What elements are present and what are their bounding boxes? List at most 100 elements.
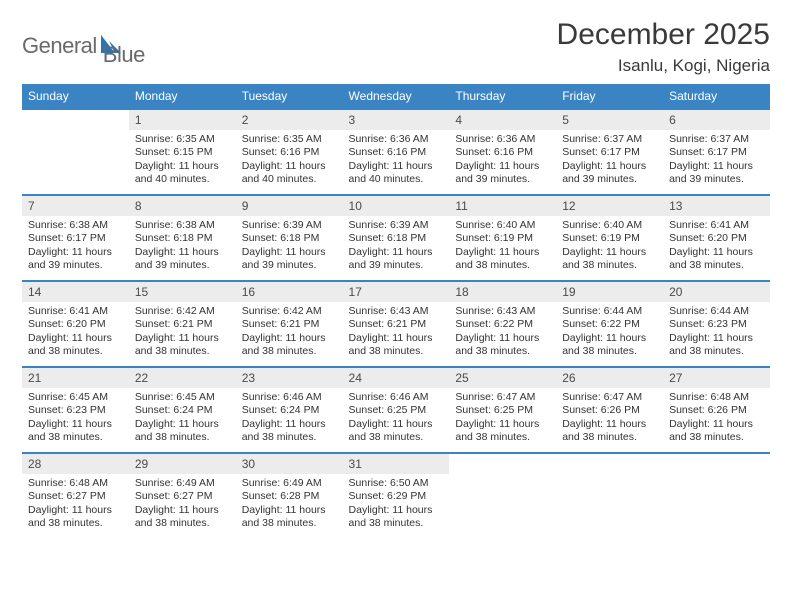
sunset-text: Sunset: 6:19 PM [562, 232, 657, 245]
daylight-text: Daylight: 11 hours and 38 minutes. [669, 418, 764, 445]
sunset-text: Sunset: 6:25 PM [455, 404, 550, 417]
day-cell: 5Sunrise: 6:37 AMSunset: 6:17 PMDaylight… [556, 109, 663, 195]
day-number: 22 [129, 368, 236, 388]
sunset-text: Sunset: 6:18 PM [349, 232, 444, 245]
day-number: 2 [236, 110, 343, 130]
sunrise-text: Sunrise: 6:38 AM [135, 219, 230, 232]
day-details: Sunrise: 6:48 AMSunset: 6:26 PMDaylight:… [663, 388, 770, 449]
day-details: Sunrise: 6:45 AMSunset: 6:24 PMDaylight:… [129, 388, 236, 449]
day-number: 19 [556, 282, 663, 302]
daylight-text: Daylight: 11 hours and 38 minutes. [349, 504, 444, 531]
day-cell: 0- [449, 453, 556, 539]
daylight-text: Daylight: 11 hours and 39 minutes. [349, 246, 444, 273]
sunrise-text: Sunrise: 6:44 AM [669, 305, 764, 318]
day-cell: 26Sunrise: 6:47 AMSunset: 6:26 PMDayligh… [556, 367, 663, 453]
sunrise-text: Sunrise: 6:49 AM [135, 477, 230, 490]
day-cell: 15Sunrise: 6:42 AMSunset: 6:21 PMDayligh… [129, 281, 236, 367]
day-cell: 2Sunrise: 6:35 AMSunset: 6:16 PMDaylight… [236, 109, 343, 195]
week-row: 0-1Sunrise: 6:35 AMSunset: 6:15 PMDaylig… [22, 109, 770, 195]
day-details: Sunrise: 6:37 AMSunset: 6:17 PMDaylight:… [556, 130, 663, 191]
sunset-text: Sunset: 6:24 PM [135, 404, 230, 417]
sunset-text: Sunset: 6:26 PM [562, 404, 657, 417]
day-details: Sunrise: 6:45 AMSunset: 6:23 PMDaylight:… [22, 388, 129, 449]
brand-part2: Blue [103, 42, 145, 67]
day-details: Sunrise: 6:41 AMSunset: 6:20 PMDaylight:… [22, 302, 129, 363]
day-cell: 24Sunrise: 6:46 AMSunset: 6:25 PMDayligh… [343, 367, 450, 453]
day-number: 28 [22, 454, 129, 474]
sunrise-text: Sunrise: 6:43 AM [349, 305, 444, 318]
week-row: 14Sunrise: 6:41 AMSunset: 6:20 PMDayligh… [22, 281, 770, 367]
day-number: 9 [236, 196, 343, 216]
sunset-text: Sunset: 6:16 PM [242, 146, 337, 159]
week-row: 21Sunrise: 6:45 AMSunset: 6:23 PMDayligh… [22, 367, 770, 453]
day-details: Sunrise: 6:46 AMSunset: 6:24 PMDaylight:… [236, 388, 343, 449]
weekday-header-row: Sunday Monday Tuesday Wednesday Thursday… [22, 84, 770, 109]
day-details: Sunrise: 6:47 AMSunset: 6:25 PMDaylight:… [449, 388, 556, 449]
day-number: 21 [22, 368, 129, 388]
day-number: 3 [343, 110, 450, 130]
daylight-text: Daylight: 11 hours and 40 minutes. [349, 160, 444, 187]
sunrise-text: Sunrise: 6:37 AM [669, 133, 764, 146]
day-number: 7 [22, 196, 129, 216]
day-number: 16 [236, 282, 343, 302]
sunrise-text: Sunrise: 6:40 AM [455, 219, 550, 232]
daylight-text: Daylight: 11 hours and 38 minutes. [562, 246, 657, 273]
daylight-text: Daylight: 11 hours and 38 minutes. [349, 332, 444, 359]
sunset-text: Sunset: 6:17 PM [669, 146, 764, 159]
week-row: 28Sunrise: 6:48 AMSunset: 6:27 PMDayligh… [22, 453, 770, 539]
sunrise-text: Sunrise: 6:48 AM [28, 477, 123, 490]
day-number: 4 [449, 110, 556, 130]
sunrise-text: Sunrise: 6:36 AM [349, 133, 444, 146]
sunset-text: Sunset: 6:15 PM [135, 146, 230, 159]
day-details: Sunrise: 6:38 AMSunset: 6:17 PMDaylight:… [22, 216, 129, 277]
daylight-text: Daylight: 11 hours and 38 minutes. [455, 332, 550, 359]
day-details: Sunrise: 6:46 AMSunset: 6:25 PMDaylight:… [343, 388, 450, 449]
day-cell: 19Sunrise: 6:44 AMSunset: 6:22 PMDayligh… [556, 281, 663, 367]
day-details: Sunrise: 6:49 AMSunset: 6:28 PMDaylight:… [236, 474, 343, 535]
brand-part1: General [22, 33, 97, 59]
sunset-text: Sunset: 6:29 PM [349, 490, 444, 503]
sunrise-text: Sunrise: 6:43 AM [455, 305, 550, 318]
day-cell: 1Sunrise: 6:35 AMSunset: 6:15 PMDaylight… [129, 109, 236, 195]
daylight-text: Daylight: 11 hours and 38 minutes. [28, 332, 123, 359]
day-cell: 0- [556, 453, 663, 539]
sunset-text: Sunset: 6:27 PM [28, 490, 123, 503]
day-cell: 28Sunrise: 6:48 AMSunset: 6:27 PMDayligh… [22, 453, 129, 539]
day-number: 14 [22, 282, 129, 302]
sunrise-text: Sunrise: 6:39 AM [242, 219, 337, 232]
week-row: 7Sunrise: 6:38 AMSunset: 6:17 PMDaylight… [22, 195, 770, 281]
day-cell: 29Sunrise: 6:49 AMSunset: 6:27 PMDayligh… [129, 453, 236, 539]
day-cell: 6Sunrise: 6:37 AMSunset: 6:17 PMDaylight… [663, 109, 770, 195]
header-bar: General Blue December 2025 Isanlu, Kogi,… [22, 18, 770, 76]
sunrise-text: Sunrise: 6:40 AM [562, 219, 657, 232]
sunrise-text: Sunrise: 6:45 AM [135, 391, 230, 404]
month-title: December 2025 [557, 18, 770, 52]
calendar-table: Sunday Monday Tuesday Wednesday Thursday… [22, 84, 770, 539]
day-details: Sunrise: 6:40 AMSunset: 6:19 PMDaylight:… [556, 216, 663, 277]
daylight-text: Daylight: 11 hours and 38 minutes. [455, 418, 550, 445]
sunrise-text: Sunrise: 6:39 AM [349, 219, 444, 232]
day-details: Sunrise: 6:42 AMSunset: 6:21 PMDaylight:… [236, 302, 343, 363]
day-details: Sunrise: 6:39 AMSunset: 6:18 PMDaylight:… [236, 216, 343, 277]
day-number: 23 [236, 368, 343, 388]
day-details: Sunrise: 6:36 AMSunset: 6:16 PMDaylight:… [449, 130, 556, 191]
day-number: 15 [129, 282, 236, 302]
day-cell: 14Sunrise: 6:41 AMSunset: 6:20 PMDayligh… [22, 281, 129, 367]
day-cell: 4Sunrise: 6:36 AMSunset: 6:16 PMDaylight… [449, 109, 556, 195]
daylight-text: Daylight: 11 hours and 38 minutes. [562, 418, 657, 445]
daylight-text: Daylight: 11 hours and 39 minutes. [135, 246, 230, 273]
day-details: Sunrise: 6:48 AMSunset: 6:27 PMDaylight:… [22, 474, 129, 535]
weekday-header: Wednesday [343, 84, 450, 109]
sunset-text: Sunset: 6:26 PM [669, 404, 764, 417]
sunset-text: Sunset: 6:22 PM [562, 318, 657, 331]
daylight-text: Daylight: 11 hours and 38 minutes. [242, 504, 337, 531]
sunset-text: Sunset: 6:20 PM [28, 318, 123, 331]
day-cell: 12Sunrise: 6:40 AMSunset: 6:19 PMDayligh… [556, 195, 663, 281]
sunset-text: Sunset: 6:17 PM [562, 146, 657, 159]
day-details: Sunrise: 6:42 AMSunset: 6:21 PMDaylight:… [129, 302, 236, 363]
sunrise-text: Sunrise: 6:46 AM [349, 391, 444, 404]
sunset-text: Sunset: 6:21 PM [242, 318, 337, 331]
day-details: Sunrise: 6:36 AMSunset: 6:16 PMDaylight:… [343, 130, 450, 191]
weekday-header: Friday [556, 84, 663, 109]
sunrise-text: Sunrise: 6:47 AM [562, 391, 657, 404]
